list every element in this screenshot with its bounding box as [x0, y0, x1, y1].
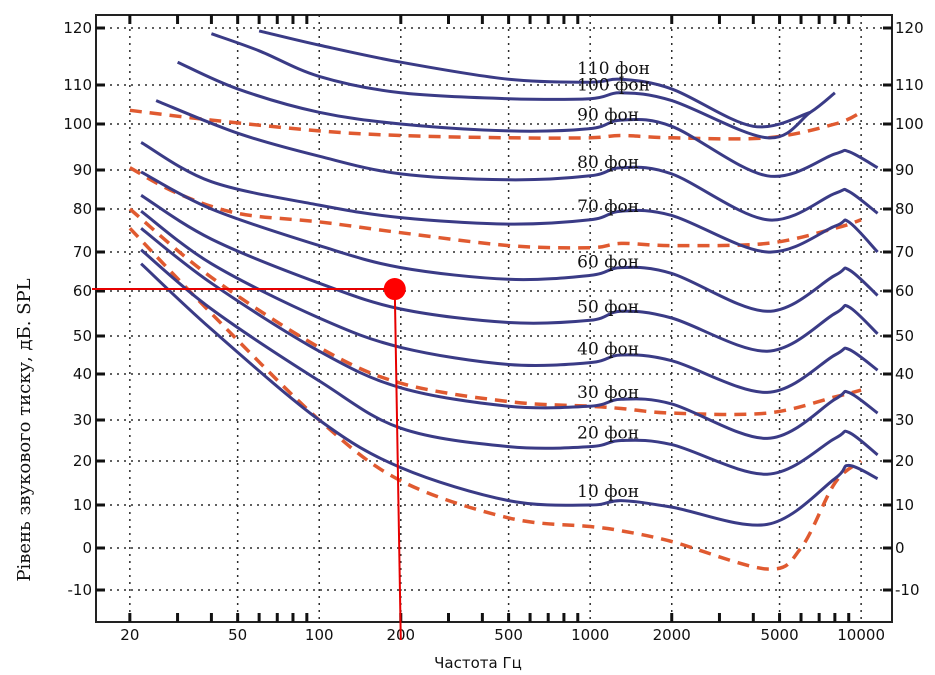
x-tick-labels: 20 50 100 200 500 1000 2000 5000 10000 — [120, 626, 885, 644]
y-tick-label-left: 40 — [73, 365, 92, 383]
curve-label: 10 фон — [577, 482, 639, 502]
curve-label: 60 фон — [577, 252, 639, 272]
y-tick-label-right: 10 — [895, 496, 914, 514]
curve-line — [140, 209, 879, 394]
y-tick-label-right: 100 — [895, 115, 924, 133]
curve-label: 50 фон — [577, 297, 639, 317]
y-tick-label-left: 70 — [73, 243, 92, 261]
x-axis-title: Частота Гц — [434, 654, 522, 672]
curve-label: 100 фон — [577, 76, 650, 96]
tick-marks — [96, 15, 892, 622]
curve-label: 90 фон — [577, 106, 639, 126]
y-tick-label-left: 110 — [63, 76, 92, 94]
y-tick-label-left: 60 — [73, 282, 92, 300]
y-tick-label-right: 80 — [895, 200, 914, 218]
x-tick-label: 2000 — [653, 626, 691, 644]
curve-label: 40 фон — [577, 340, 639, 360]
curve-line — [140, 194, 879, 353]
curve-line — [258, 29, 811, 129]
y-axis-title: Рівень звукового тиску, дБ. SPL — [14, 278, 35, 581]
y-tick-label-left: 100 — [63, 115, 92, 133]
y-tick-label-left: 90 — [73, 161, 92, 179]
curve-line — [140, 262, 879, 527]
y-tick-label-right: 70 — [895, 243, 914, 261]
y-tick-label-left: 10 — [73, 496, 92, 514]
y-tick-label-left: 20 — [73, 452, 92, 470]
curve-line — [140, 170, 879, 313]
curve-label: 80 фон — [577, 153, 639, 173]
y-tick-label-left: 50 — [73, 327, 92, 345]
x-tick-label: 1000 — [571, 626, 609, 644]
y-tick-label-left: 30 — [73, 411, 92, 429]
y-tick-label-right: 0 — [895, 539, 905, 557]
curve-line — [140, 227, 879, 440]
marker-point — [383, 278, 406, 301]
curve-label: 70 фон — [577, 197, 639, 217]
plot-frame — [95, 14, 893, 623]
curve-line — [155, 99, 879, 222]
curve-line — [176, 60, 879, 178]
x-tick-label: 500 — [494, 626, 523, 644]
curve-line — [140, 141, 879, 254]
y-tick-label-right: 40 — [895, 365, 914, 383]
y-tick-label-left: 80 — [73, 200, 92, 218]
y-tick-label-right: -10 — [895, 581, 920, 599]
dashed-curve — [128, 227, 863, 571]
curve-label: 20 фон — [577, 424, 639, 444]
equal-loudness-curves — [140, 29, 879, 527]
guide-line-vertical — [393, 289, 402, 641]
x-tick-label: 5000 — [760, 626, 798, 644]
x-tick-label: 20 — [120, 626, 139, 644]
dashed-curve — [128, 207, 862, 417]
y-tick-label-left: -10 — [68, 581, 93, 599]
y-tick-label-left: 120 — [63, 19, 92, 37]
y-tick-label-right: 110 — [895, 76, 924, 94]
curve-line — [140, 248, 879, 476]
y-tick-label-right: 120 — [895, 19, 924, 37]
x-tick-label: 100 — [305, 626, 334, 644]
dashed-curve — [129, 166, 862, 250]
y-tick-label-left: 0 — [82, 539, 92, 557]
x-tick-label: 10000 — [837, 626, 885, 644]
annotation — [92, 278, 406, 641]
curve-label: 30 фон — [577, 383, 639, 403]
y-tick-label-right: 90 — [895, 161, 914, 179]
x-tick-label: 50 — [228, 626, 247, 644]
y-tick-label-right: 20 — [895, 452, 914, 470]
y-tick-label-right: 30 — [895, 411, 914, 429]
y-tick-label-right: 60 — [895, 282, 914, 300]
y-tick-label-right: 50 — [895, 327, 914, 345]
curve-label: 110 фон — [577, 59, 650, 79]
curve-line — [210, 32, 836, 140]
